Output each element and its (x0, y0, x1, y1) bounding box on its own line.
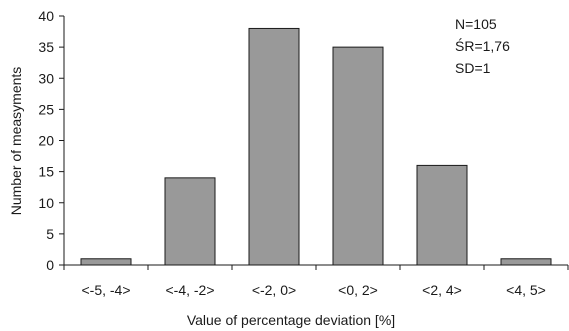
bar-3 (332, 46, 384, 266)
x-tick-label-5: <4, 5> (506, 282, 546, 298)
x-ticks-group: <-5, -4> <-4, -2> <-2, 0> <0, 2> <2, 4> <4, 5… (63, 265, 569, 298)
y-tick-label-4: 20 (38, 133, 54, 149)
bars-group (80, 27, 552, 266)
y-tick-label-1: 5 (46, 226, 54, 242)
bar-2 (248, 27, 300, 266)
y-tick-label-2: 10 (38, 195, 54, 211)
y-ticks-group: 0 5 10 15 20 25 30 35 40 (38, 8, 64, 273)
x-tick-label-3: <0, 2> (338, 282, 378, 298)
y-tick-label-8: 40 (38, 8, 54, 24)
annotation-n: N=105 (455, 16, 497, 32)
y-tick-label-0: 0 (46, 257, 54, 273)
x-tick-label-0: <-5, -4> (81, 282, 130, 298)
x-tick-label-2: <-2, 0> (252, 282, 296, 298)
stats-annotation: N=105 ŚR=1,76 SD=1 (455, 16, 510, 76)
bar-0 (80, 258, 132, 266)
y-tick-label-6: 30 (38, 70, 54, 86)
annotation-mean: ŚR=1,76 (455, 37, 510, 54)
x-tick-label-4: <2, 4> (422, 282, 462, 298)
bar-4 (416, 164, 468, 266)
x-tick-label-1: <-4, -2> (165, 282, 214, 298)
annotation-sd: SD=1 (455, 60, 491, 76)
y-axis-label: Number of measyments (8, 67, 24, 216)
x-axis-label: Value of percentage deviation [%] (187, 312, 395, 328)
y-tick-label-3: 15 (38, 164, 54, 180)
bar-5 (500, 258, 552, 266)
bar-1 (164, 177, 216, 266)
y-tick-label-7: 35 (38, 39, 54, 55)
y-tick-label-5: 25 (38, 101, 54, 117)
